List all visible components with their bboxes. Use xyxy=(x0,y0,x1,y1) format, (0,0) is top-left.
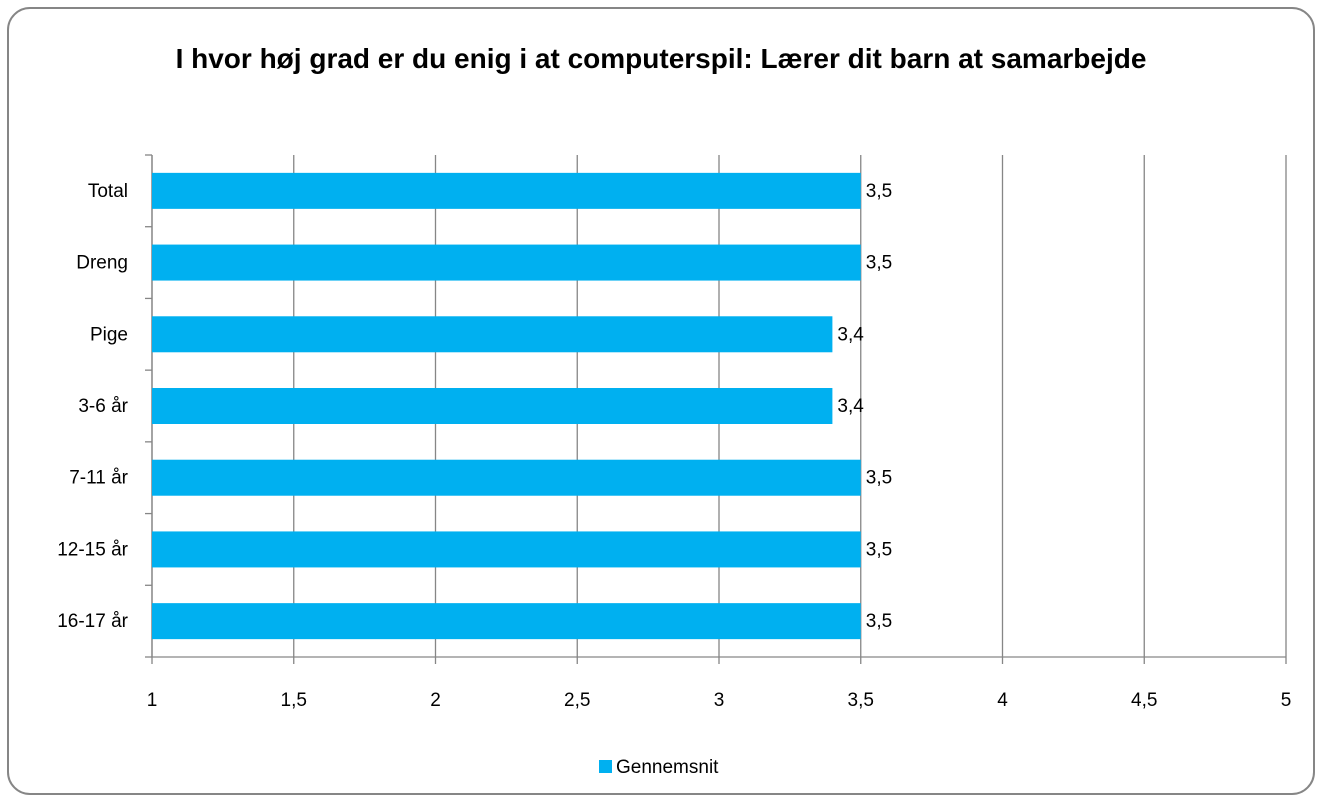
y-tick-label: Total xyxy=(88,181,128,202)
bar xyxy=(152,459,861,496)
x-tick-label: 4,5 xyxy=(1131,690,1157,711)
legend-label: Gennemsnit xyxy=(616,757,719,778)
y-tick-label: 16-17 år xyxy=(57,611,128,632)
legend-swatch xyxy=(599,760,612,773)
bar xyxy=(152,531,861,568)
y-tick-label: 7-11 år xyxy=(69,468,128,489)
x-tick-label: 1 xyxy=(147,690,158,711)
x-tick-label: 1,5 xyxy=(281,690,307,711)
bar xyxy=(152,244,861,281)
x-tick-label: 3,5 xyxy=(848,690,874,711)
x-tick-label: 2 xyxy=(430,690,441,711)
value-label: 3,5 xyxy=(866,253,892,274)
value-label: 3,5 xyxy=(866,539,892,560)
bar xyxy=(152,172,861,209)
value-label: 3,5 xyxy=(866,611,892,632)
y-tick-label: 3-6 år xyxy=(78,396,128,417)
value-label: 3,4 xyxy=(837,324,864,345)
y-tick-label: 12-15 år xyxy=(57,539,128,560)
bar xyxy=(152,603,861,640)
x-tick-label: 2,5 xyxy=(564,690,590,711)
bar xyxy=(152,388,833,424)
value-label: 3,4 xyxy=(837,396,864,417)
bar xyxy=(152,316,833,353)
chart-title: I hvor høj grad er du enig i at computer… xyxy=(175,43,1147,74)
value-label: 3,5 xyxy=(866,468,892,489)
x-tick-label: 5 xyxy=(1281,690,1292,711)
x-tick-label: 3 xyxy=(714,690,725,711)
y-tick-label: Pige xyxy=(90,324,128,345)
value-label: 3,5 xyxy=(866,181,892,202)
y-tick-label: Dreng xyxy=(76,253,128,274)
x-tick-label: 4 xyxy=(997,690,1008,711)
